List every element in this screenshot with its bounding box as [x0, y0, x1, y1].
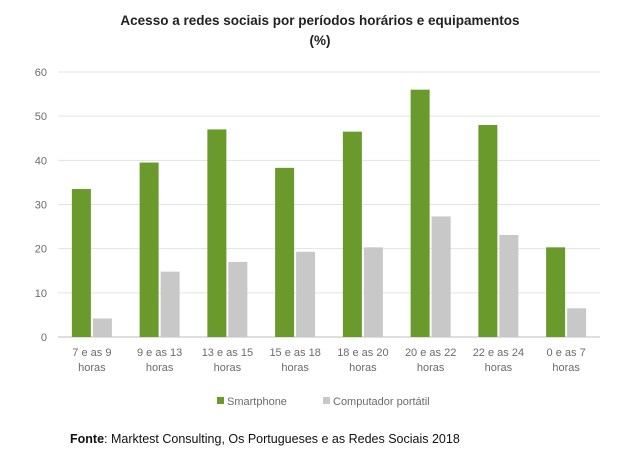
bar-computador-3 [296, 251, 316, 337]
x-tick-label: horas [485, 362, 513, 374]
x-tick-label: horas [146, 362, 174, 374]
legend-swatch-computador [323, 397, 330, 404]
bar-computador-7 [567, 308, 587, 337]
x-tick-label: horas [214, 362, 242, 374]
bar-computador-5 [431, 216, 451, 337]
y-tick-label: 0 [41, 332, 47, 344]
gridlines [58, 71, 600, 338]
bar-smartphone-6 [478, 125, 498, 337]
x-tick-label: 18 e as 20 [337, 347, 388, 359]
x-tick-label: horas [349, 362, 377, 374]
x-tick-label: 0 e as 7 [547, 347, 586, 359]
bar-smartphone-1 [139, 162, 159, 337]
bar-computador-1 [160, 271, 180, 337]
x-tick-label: horas [78, 362, 106, 374]
legend-swatch-smartphone [217, 397, 224, 404]
legend: Smartphone Computador portátil [217, 396, 430, 408]
x-tick-label: 22 e as 24 [473, 347, 524, 359]
bar-computador-4 [363, 247, 383, 337]
bar-smartphone-0 [71, 189, 91, 337]
x-tick-label: 20 e as 22 [405, 347, 456, 359]
bars [71, 89, 587, 338]
bar-computador-6 [499, 234, 519, 337]
source-label: Fonte [70, 432, 105, 446]
x-tick-label: horas [281, 362, 309, 374]
bar-computador-2 [228, 261, 248, 337]
source-note: Fonte: Marktest Consulting, Os Portugues… [70, 432, 460, 446]
y-axis-ticks: 0 10 20 30 40 50 60 [35, 67, 47, 344]
bar-smartphone-7 [546, 247, 566, 337]
legend-label-computador: Computador portátil [333, 396, 430, 408]
bar-computador-0 [92, 318, 112, 337]
bar-smartphone-2 [207, 129, 227, 337]
source-text: : Marktest Consulting, Os Portugueses e … [104, 432, 460, 446]
x-tick-label: 7 e as 9 [72, 347, 111, 359]
bar-smartphone-3 [275, 167, 295, 337]
y-tick-label: 10 [35, 288, 47, 300]
x-axis-ticks: 7 e as 9 horas 9 e as 13 horas 13 e as 15 hor… [72, 347, 585, 374]
x-tick-label: horas [417, 362, 445, 374]
y-tick-label: 30 [35, 200, 47, 212]
x-tick-label: 15 e as 18 [269, 347, 320, 359]
y-tick-label: 40 [35, 155, 47, 167]
y-tick-label: 50 [35, 111, 47, 123]
chart-title-line-1: Acesso a redes sociais por períodos horá… [120, 13, 519, 28]
y-tick-label: 60 [35, 67, 47, 79]
x-tick-label: 13 e as 15 [202, 347, 253, 359]
x-tick-label: horas [552, 362, 580, 374]
x-tick-label: 9 e as 13 [137, 347, 182, 359]
bar-smartphone-4 [342, 131, 362, 337]
y-tick-label: 20 [35, 244, 47, 256]
legend-label-smartphone: Smartphone [227, 396, 287, 408]
chart-title-line-2: (%) [310, 33, 331, 48]
bar-smartphone-5 [410, 89, 430, 338]
